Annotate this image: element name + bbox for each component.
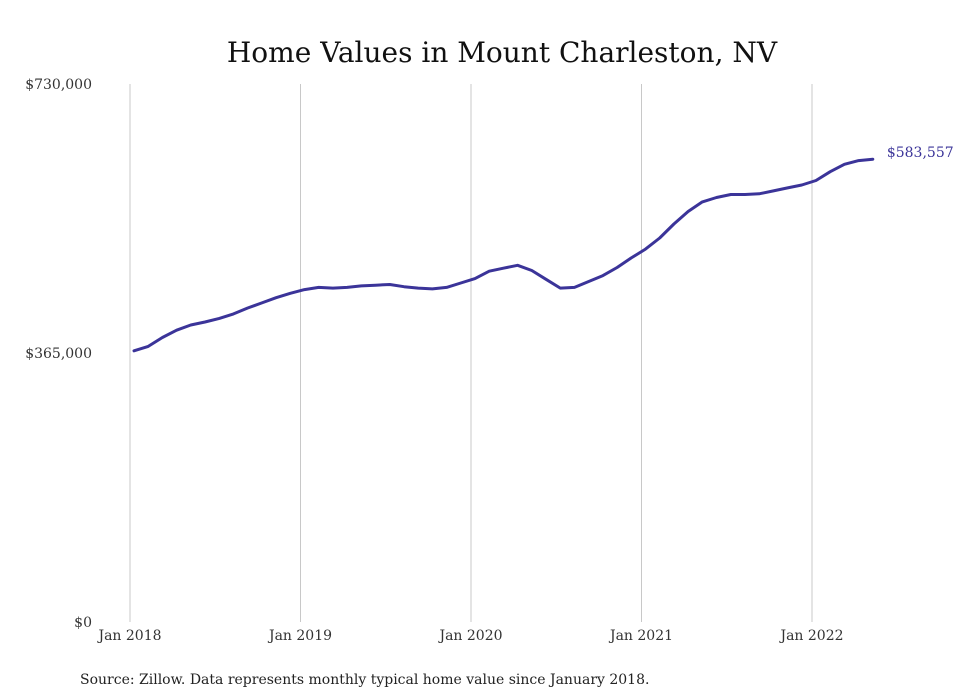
source-note: Source: Zillow. Data represents monthly … <box>80 672 649 688</box>
x-tick-label: Jan 2018 <box>96 628 161 644</box>
y-tick-label: $0 <box>74 615 92 631</box>
end-value-label: $583,557 <box>887 145 954 161</box>
y-tick-label: $365,000 <box>25 346 92 362</box>
x-tick-label: Jan 2019 <box>267 628 332 644</box>
x-tick-label: Jan 2022 <box>778 628 843 644</box>
series-line <box>132 157 875 353</box>
x-tick-label: Jan 2020 <box>437 628 502 644</box>
series-group <box>132 157 875 353</box>
x-grid <box>129 84 813 622</box>
chart-title: Home Values in Mount Charleston, NV <box>227 36 778 69</box>
x-axis-ticks: Jan 2018 Jan 2019 Jan 2020 Jan 2021 Jan 2022 <box>96 628 843 644</box>
x-tick-label: Jan 2021 <box>608 628 673 644</box>
y-tick-label: $730,000 <box>25 77 92 93</box>
y-axis-ticks: $0 $365,000 $730,000 <box>25 77 92 631</box>
